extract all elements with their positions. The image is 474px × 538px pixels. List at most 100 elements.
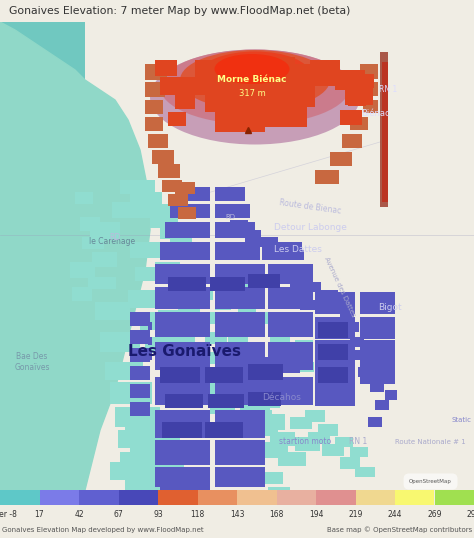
Bar <box>152 150 174 164</box>
Text: Base map © OpenStreetMap contributors: Base map © OpenStreetMap contributors <box>327 526 472 533</box>
Bar <box>188 367 213 381</box>
Bar <box>148 134 168 148</box>
Bar <box>350 117 368 130</box>
Ellipse shape <box>180 50 330 110</box>
Bar <box>270 432 295 446</box>
Bar <box>360 362 395 384</box>
Text: Biénac: Biénac <box>361 110 389 118</box>
Bar <box>125 477 165 493</box>
Bar <box>360 292 395 314</box>
Bar <box>295 340 313 350</box>
Bar <box>295 64 335 86</box>
Bar <box>162 180 182 192</box>
Bar <box>330 362 350 374</box>
Bar <box>205 332 227 344</box>
Bar <box>178 302 200 316</box>
Bar <box>125 424 165 442</box>
Bar <box>110 462 152 480</box>
Bar <box>340 457 360 469</box>
Bar <box>120 180 155 194</box>
Bar <box>95 302 130 320</box>
Bar <box>168 112 186 126</box>
Bar <box>118 430 166 448</box>
Text: 269: 269 <box>427 510 442 519</box>
Bar <box>260 312 282 324</box>
Bar <box>220 380 258 396</box>
Bar <box>308 432 330 444</box>
Bar <box>262 242 302 260</box>
Bar <box>245 292 259 302</box>
Text: 244: 244 <box>388 510 402 519</box>
Bar <box>162 422 202 438</box>
Text: Les Dattes: Les Dattes <box>274 245 322 254</box>
Bar <box>335 384 353 394</box>
Bar <box>160 367 200 383</box>
Bar <box>368 417 382 427</box>
Text: le Carenage: le Carenage <box>89 237 135 246</box>
Bar <box>160 227 185 239</box>
Bar <box>215 300 231 310</box>
Bar <box>175 94 195 109</box>
Polygon shape <box>0 22 150 490</box>
Text: Avenue des Dattes: Avenue des Dattes <box>323 256 356 318</box>
Bar <box>270 334 290 346</box>
Bar <box>205 367 243 383</box>
Bar <box>165 394 203 408</box>
Bar <box>340 110 362 125</box>
Bar <box>275 244 291 254</box>
Bar <box>170 204 210 218</box>
Bar <box>39 490 79 505</box>
Bar <box>195 60 240 85</box>
Text: Route de Bienac: Route de Bienac <box>279 198 341 216</box>
Bar <box>215 344 235 356</box>
Bar <box>208 394 244 408</box>
Text: 168: 168 <box>269 510 283 519</box>
Bar <box>168 194 188 206</box>
Bar <box>268 264 313 284</box>
Text: 194: 194 <box>309 510 323 519</box>
Bar <box>128 290 160 308</box>
Bar <box>250 422 278 436</box>
Bar <box>160 77 185 95</box>
Bar <box>82 237 104 249</box>
Bar <box>130 242 160 258</box>
Bar <box>252 392 280 408</box>
Bar <box>178 207 196 219</box>
Bar <box>165 332 195 347</box>
Bar <box>118 490 158 505</box>
Bar <box>320 290 338 300</box>
Bar <box>130 444 168 460</box>
Bar <box>258 442 288 458</box>
Bar <box>345 322 359 332</box>
Bar <box>248 274 280 288</box>
Bar <box>280 327 298 337</box>
Bar <box>248 364 283 380</box>
Bar <box>160 287 182 299</box>
Bar <box>158 490 198 505</box>
Bar <box>355 467 375 477</box>
Bar <box>158 310 186 326</box>
Bar <box>79 490 118 505</box>
Text: 118: 118 <box>191 510 205 519</box>
Bar <box>265 82 315 107</box>
Bar <box>382 62 388 202</box>
Bar <box>322 444 344 456</box>
Bar <box>148 322 152 330</box>
Bar <box>175 187 210 201</box>
Bar <box>315 292 355 314</box>
Text: RD: RD <box>109 232 120 242</box>
Text: Static: Static <box>452 417 472 423</box>
Bar <box>315 384 355 406</box>
Text: RD: RD <box>225 214 235 220</box>
Bar <box>208 352 228 364</box>
Bar <box>350 447 368 457</box>
Bar <box>215 110 265 132</box>
Bar <box>140 204 170 216</box>
Bar <box>355 350 369 360</box>
Bar <box>168 277 206 291</box>
Bar <box>140 312 175 330</box>
Bar <box>342 134 362 148</box>
Text: 143: 143 <box>230 510 244 519</box>
Bar <box>276 490 316 505</box>
Bar <box>315 317 355 339</box>
